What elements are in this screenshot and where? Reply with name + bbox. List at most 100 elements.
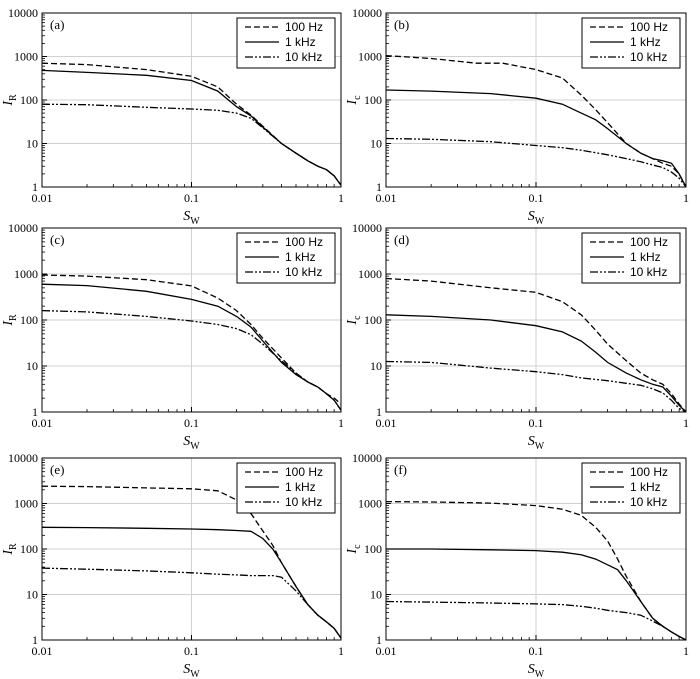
panel-label: (e): [50, 462, 64, 477]
legend-entry: 10 kHz: [285, 50, 322, 64]
y-axis-label: Ic: [345, 544, 363, 555]
x-tick-label: 0.1: [529, 644, 544, 658]
y-tick-label: 10: [26, 137, 38, 151]
x-tick-label: 0.01: [376, 644, 397, 658]
panel-label: (f): [394, 462, 407, 477]
series-line: [385, 360, 687, 413]
y-axis-label: IR: [1, 314, 19, 327]
y-tick-label: 100: [20, 542, 38, 556]
chart-panel: 0.01 0.1 1 1 10 100 1000 10000 SW IR (c) 100 Hz1 kH…: [1, 221, 344, 452]
legend-box: [236, 17, 336, 69]
x-tick-label: 1: [683, 644, 689, 658]
x-axis-label: SW: [183, 662, 200, 679]
y-tick-label: 100: [364, 542, 382, 556]
legend-entry: 100 Hz: [630, 465, 668, 479]
y-tick-label: 10000: [352, 451, 382, 465]
series-line: [385, 277, 687, 413]
x-tick-label: 0.01: [376, 416, 397, 430]
x-tick-label: 1: [683, 416, 689, 430]
x-tick-label: 0.1: [184, 644, 199, 658]
x-tick-label: 0.01: [32, 191, 53, 205]
x-axis-label: SW: [528, 209, 545, 227]
x-axis-label: SW: [183, 434, 200, 452]
series-line: [41, 103, 342, 186]
legend-entry: 10 kHz: [630, 50, 667, 64]
y-tick-label: 10: [26, 588, 38, 602]
y-tick-label: 1: [376, 633, 382, 647]
legend-entry: 1 kHz: [285, 35, 316, 49]
y-tick-label: 100: [20, 313, 38, 327]
chart-panel: 0.01 0.1 1 1 10 100 1000 10000 SW IR (e) 100 Hz1 kH…: [1, 451, 344, 679]
y-axis-label: IR: [1, 543, 19, 556]
y-tick-label: 1: [32, 405, 38, 419]
chart-panel: 0.01 0.1 1 1 10 100 1000 10000 SW Ic (d) 100 Hz1 kH…: [345, 221, 689, 452]
x-axis-label: SW: [528, 662, 545, 679]
series-line: [41, 567, 342, 639]
series-line: [41, 309, 342, 411]
y-tick-label: 1: [32, 180, 38, 194]
x-tick-label: 0.1: [529, 191, 544, 205]
y-tick-label: 1000: [14, 267, 38, 281]
legend-box: [581, 17, 681, 69]
legend-entry: 100 Hz: [285, 465, 323, 479]
chart-panel: 0.01 0.1 1 1 10 100 1000 10000 SW IR (a) 100 Hz1 kH…: [1, 6, 344, 227]
y-tick-label: 10: [370, 137, 382, 151]
legend-entry: 100 Hz: [285, 20, 323, 34]
x-axis-label: SW: [183, 209, 200, 227]
y-tick-label: 10: [26, 359, 38, 373]
panel-label: (c): [50, 232, 64, 247]
y-axis-label: IR: [1, 94, 19, 107]
y-tick-label: 10000: [352, 221, 382, 235]
chart-panel: 0.01 0.1 1 1 10 100 1000 10000 SW Ic (f) 100 Hz1 kH…: [345, 451, 689, 679]
y-tick-label: 1000: [14, 497, 38, 511]
legend-entry: 10 kHz: [630, 495, 667, 509]
legend-entry: 1 kHz: [630, 250, 661, 264]
legend-entry: 100 Hz: [285, 235, 323, 249]
series-line: [385, 600, 687, 641]
legend-entry: 10 kHz: [285, 495, 322, 509]
legend-box: [581, 232, 681, 284]
series-line: [385, 314, 687, 413]
y-tick-label: 10000: [8, 6, 38, 20]
y-tick-label: 1: [32, 633, 38, 647]
legend-entry: 100 Hz: [630, 20, 668, 34]
y-tick-label: 10: [370, 588, 382, 602]
legend-entry: 100 Hz: [630, 235, 668, 249]
series-line: [385, 500, 687, 641]
y-axis-label: Ic: [345, 95, 363, 106]
x-tick-label: 1: [683, 191, 689, 205]
series-line: [385, 89, 687, 188]
y-tick-label: 1000: [358, 497, 382, 511]
legend-entry: 1 kHz: [285, 480, 316, 494]
panel-label: (a): [50, 17, 64, 32]
series-line: [41, 274, 342, 405]
x-tick-label: 0.01: [32, 644, 53, 658]
legend-box: [236, 462, 336, 514]
y-tick-label: 10000: [8, 221, 38, 235]
x-tick-label: 0.1: [184, 416, 199, 430]
legend-entry: 10 kHz: [630, 265, 667, 279]
x-tick-label: 0.01: [32, 416, 53, 430]
y-tick-label: 10000: [352, 6, 382, 20]
legend-entry: 10 kHz: [285, 265, 322, 279]
series-line: [385, 54, 687, 188]
y-tick-label: 1: [376, 405, 382, 419]
chart-panel: 0.01 0.1 1 1 10 100 1000 10000 SW Ic (b) 100 Hz1 kH…: [345, 6, 689, 227]
x-tick-label: 1: [338, 416, 344, 430]
panel-label: (b): [394, 17, 409, 32]
legend-entry: 1 kHz: [285, 250, 316, 264]
x-tick-label: 1: [338, 191, 344, 205]
x-axis-label: SW: [528, 434, 545, 452]
y-tick-label: 1: [376, 180, 382, 194]
x-tick-label: 0.1: [529, 416, 544, 430]
x-tick-label: 0.01: [376, 191, 397, 205]
y-tick-label: 1000: [358, 50, 382, 64]
y-tick-label: 1000: [358, 267, 382, 281]
legend-entry: 1 kHz: [630, 480, 661, 494]
series-line: [385, 137, 687, 188]
x-tick-label: 1: [338, 644, 344, 658]
